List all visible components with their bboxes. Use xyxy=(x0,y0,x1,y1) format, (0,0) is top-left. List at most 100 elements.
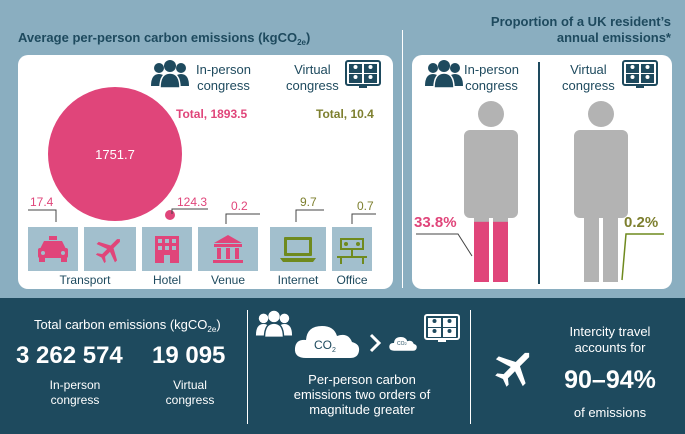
airplane-icon xyxy=(95,239,120,264)
hotel-bubble xyxy=(165,210,175,220)
right-inperson-header-2: congress xyxy=(465,78,518,93)
inperson-figure xyxy=(464,101,518,282)
total-title-sub: 2e xyxy=(207,325,217,334)
cloud-big-icon xyxy=(292,318,362,362)
right-card-divider xyxy=(538,62,540,284)
left-title-text: Average per-person carbon emissions (kgC… xyxy=(18,30,298,45)
inperson-header-2: congress xyxy=(197,78,250,93)
inperson-total: Total, 1893.5 xyxy=(176,107,248,121)
label-transport: Transport xyxy=(59,273,111,287)
inperson-total-label-2: congress xyxy=(50,393,100,407)
video-call-icon-bottom xyxy=(424,314,460,344)
virtual-total-label: Virtual congress xyxy=(140,378,240,408)
leader-internet xyxy=(295,209,324,222)
hotel-icon xyxy=(155,236,179,263)
intercity-line-1: Intercity travel xyxy=(569,324,651,339)
inperson-total-value: 3 262 574 xyxy=(16,342,123,369)
value-venue: 0.2 xyxy=(231,199,248,213)
cloud-small-label: CO2 xyxy=(397,341,407,347)
left-title-sub: 2e xyxy=(297,38,307,47)
right-card xyxy=(412,55,672,289)
laptop-icon xyxy=(280,237,316,262)
left-title-close: ) xyxy=(306,30,311,45)
right-virtual-header: Virtual congress xyxy=(562,62,615,94)
bubble-value: 1751.7 xyxy=(95,147,135,162)
right-virtual-header-1: Virtual xyxy=(570,62,607,77)
right-title-line-2: annual emissions* xyxy=(556,30,671,45)
taxi-icon xyxy=(38,236,68,262)
cloud-small-text: CO xyxy=(397,341,405,347)
perperson-line-2: emissions two orders of xyxy=(293,387,431,402)
total-title: Total carbon emissions (kgCO2e) xyxy=(34,317,221,334)
right-virtual-header-2: congress xyxy=(562,78,615,93)
label-internet: Internet xyxy=(277,273,319,287)
total-title-close: ) xyxy=(216,317,221,332)
people-icon-right xyxy=(424,60,464,90)
perperson-line-1: Per-person carbon xyxy=(308,372,416,387)
inperson-header-1: In-person xyxy=(196,62,251,77)
tile-flight xyxy=(84,227,136,271)
virtual-total-label-1: Virtual xyxy=(173,378,207,392)
people-icon xyxy=(150,60,190,90)
label-hotel: Hotel xyxy=(152,273,181,287)
bottom-divider-1 xyxy=(247,310,248,424)
virtual-total-value: 19 095 xyxy=(152,342,226,369)
venue-icon xyxy=(213,235,243,263)
airplane-icon-bottom xyxy=(490,342,540,392)
virtual-header: Virtual congress xyxy=(286,62,339,94)
cloud-big-sub: 2 xyxy=(332,347,336,354)
virtual-figure xyxy=(574,101,628,282)
leader-inperson-pct xyxy=(416,233,473,257)
value-office: 0.7 xyxy=(357,199,374,213)
bottom-section xyxy=(0,298,685,434)
right-panel-title: Proportion of a UK resident’s annual emi… xyxy=(491,14,671,46)
intercity-line-2: accounts for xyxy=(574,340,646,355)
tile-hotel xyxy=(142,227,192,271)
cloud-big-text: CO xyxy=(314,338,332,352)
label-office: Office xyxy=(336,273,368,287)
virtual-total: Total, 10.4 xyxy=(316,107,374,121)
cloud-small-icon xyxy=(388,333,418,353)
intercity-text: Intercity travel accounts for xyxy=(540,324,680,356)
video-call-icon-right xyxy=(622,60,658,90)
inperson-header: In-person congress xyxy=(196,62,251,94)
tile-venue xyxy=(198,227,258,271)
top-divider xyxy=(402,30,403,288)
total-title-text: Total carbon emissions (kgCO xyxy=(34,317,208,332)
right-title-line-1: Proportion of a UK resident’s xyxy=(490,14,671,29)
cloud-small-sub: 2 xyxy=(404,341,407,346)
right-inperson-header: In-person congress xyxy=(464,62,519,94)
chevron-right-icon xyxy=(368,333,382,353)
inperson-total-label-1: In-person xyxy=(49,378,101,392)
value-hotel: 124.3 xyxy=(177,195,208,209)
leader-transport xyxy=(28,209,57,222)
right-inperson-header-1: In-person xyxy=(464,62,519,77)
video-call-icon xyxy=(345,60,381,90)
leader-virtual-pct xyxy=(621,233,664,281)
tile-transport xyxy=(28,227,78,271)
office-icon xyxy=(337,238,367,264)
intercity-line-3: of emissions xyxy=(573,405,647,420)
transport-bubble xyxy=(48,87,182,221)
value-internet: 9.7 xyxy=(300,195,317,209)
tile-internet xyxy=(270,227,326,271)
tile-office xyxy=(332,227,372,271)
virtual-total-label-2: congress xyxy=(165,393,215,407)
virtual-header-2: congress xyxy=(286,78,339,93)
leader-hotel xyxy=(171,208,208,214)
leader-office xyxy=(351,213,376,224)
left-panel-title: Average per-person carbon emissions (kgC… xyxy=(18,30,310,47)
label-venue: Venue xyxy=(210,273,246,287)
perperson-text: Per-person carbon emissions two orders o… xyxy=(262,372,462,417)
inperson-pct: 33.8% xyxy=(414,214,457,231)
bottom-divider-2 xyxy=(470,310,471,424)
intercity-pct: 90–94% xyxy=(564,366,656,394)
cloud-big-label: CO2 xyxy=(314,338,336,354)
perperson-line-3: magnitude greater xyxy=(309,402,415,417)
value-transport: 17.4 xyxy=(30,195,54,209)
virtual-pct: 0.2% xyxy=(624,214,659,231)
leader-venue xyxy=(225,213,260,224)
virtual-header-1: Virtual xyxy=(294,62,331,77)
people-icon-bottom xyxy=(255,310,293,340)
inperson-total-label: In-person congress xyxy=(20,378,130,408)
